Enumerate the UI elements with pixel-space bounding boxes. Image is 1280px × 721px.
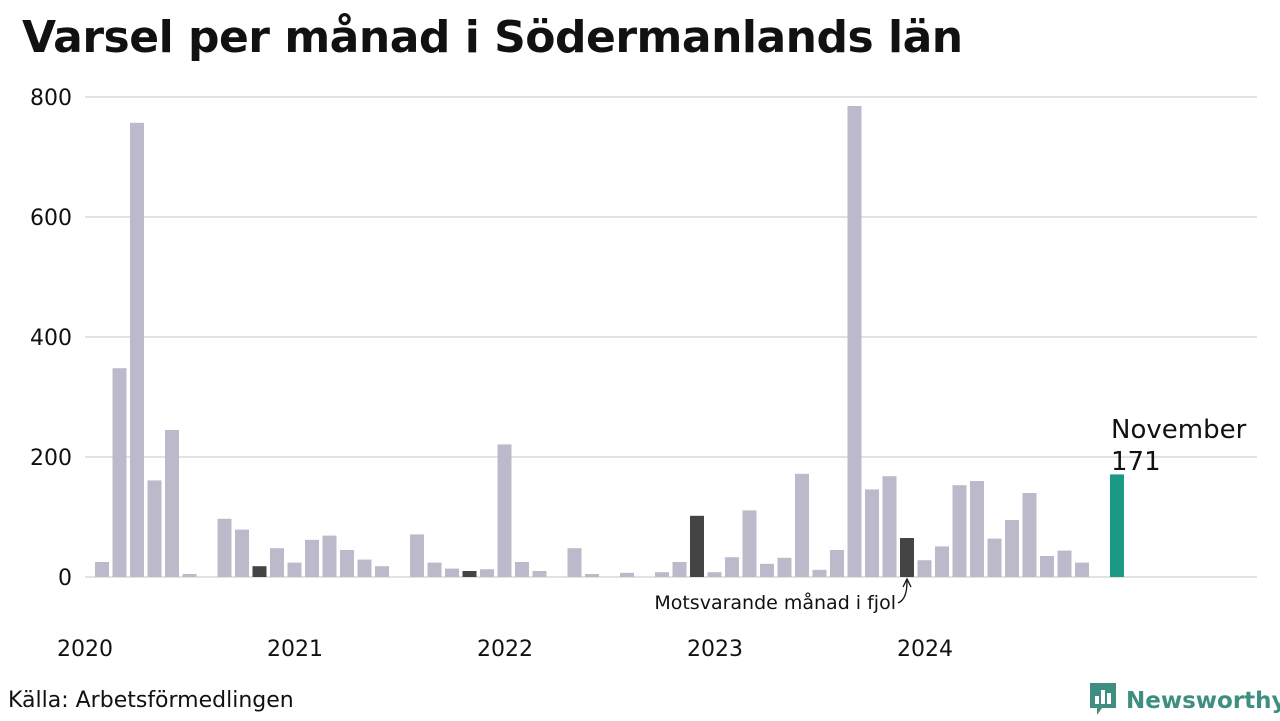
- brand-name: Newsworthy: [1126, 688, 1280, 714]
- bar-2021-05[interactable]: [375, 566, 389, 577]
- bar-2022-11[interactable]: [690, 515, 704, 577]
- last-year-arrow: [897, 580, 908, 604]
- bar-2023-03[interactable]: [760, 563, 774, 577]
- bar-2023-02[interactable]: [742, 510, 757, 577]
- bar-2024-01[interactable]: [935, 546, 949, 577]
- bar-2022-09[interactable]: [655, 572, 669, 577]
- bar-2024-04[interactable]: [987, 538, 1002, 577]
- bar-2023-10[interactable]: [882, 476, 897, 577]
- bar-2021-08[interactable]: [427, 562, 442, 577]
- bar-2020-05[interactable]: [165, 430, 179, 577]
- bar-2021-11[interactable]: [480, 569, 494, 577]
- bar-2023-07[interactable]: [830, 550, 844, 577]
- bar-2023-05[interactable]: [795, 473, 809, 577]
- bar-2023-12[interactable]: [917, 560, 932, 577]
- gridlines: [85, 96, 1257, 578]
- bar-2022-01[interactable]: [515, 562, 529, 577]
- bar-2022-05[interactable]: [585, 574, 599, 577]
- bar-2024-11[interactable]: [1110, 474, 1124, 577]
- bar-2022-12[interactable]: [707, 572, 722, 577]
- bar-2020-02[interactable]: [112, 368, 127, 577]
- bar-2023-01[interactable]: [725, 557, 739, 577]
- y-tick-label: 800: [30, 86, 72, 111]
- bar-2024-02[interactable]: [952, 485, 967, 577]
- bar-2024-05[interactable]: [1005, 520, 1019, 577]
- x-year-label: 2022: [477, 637, 533, 662]
- bar-2024-09[interactable]: [1075, 562, 1089, 577]
- bar-2021-03[interactable]: [340, 550, 354, 577]
- y-tick-label: 400: [30, 326, 72, 351]
- y-tick-label: 200: [30, 446, 72, 471]
- bar-2023-11[interactable]: [900, 538, 914, 577]
- bar-2020-10[interactable]: [252, 566, 267, 577]
- x-year-label: 2021: [267, 637, 323, 662]
- brand[interactable]: Newsworthy: [1088, 683, 1280, 719]
- bars: [95, 106, 1124, 578]
- bar-2021-04[interactable]: [357, 559, 372, 577]
- bar-2024-08[interactable]: [1057, 550, 1072, 577]
- bar-2024-03[interactable]: [970, 481, 984, 577]
- bar-2022-10[interactable]: [672, 562, 687, 577]
- x-year-label: 2020: [57, 637, 113, 662]
- bar-2020-06[interactable]: [182, 574, 197, 577]
- last-year-arrowhead: [902, 577, 912, 588]
- bar-2022-04[interactable]: [567, 548, 582, 577]
- bar-2020-01[interactable]: [95, 562, 109, 577]
- chart-title: Varsel per månad i Södermanlands län: [22, 12, 963, 63]
- bar-2023-04[interactable]: [777, 557, 792, 577]
- y-tick-label: 600: [30, 206, 72, 231]
- current-value-label: 171: [1111, 447, 1161, 477]
- y-tick-label: 0: [58, 566, 72, 591]
- bar-2023-09[interactable]: [865, 489, 879, 577]
- axis-labels: 0 200 400 600 800 2020 2021 2022 2023 2024: [30, 86, 953, 662]
- bar-2022-07[interactable]: [620, 572, 634, 577]
- x-year-label: 2023: [687, 637, 743, 662]
- bar-2020-03[interactable]: [130, 122, 144, 578]
- x-year-label: 2024: [897, 637, 953, 662]
- bar-2024-06[interactable]: [1022, 493, 1037, 577]
- bar-2020-04[interactable]: [147, 480, 162, 577]
- bar-2024-07[interactable]: [1040, 556, 1054, 577]
- bar-2021-12[interactable]: [497, 444, 512, 577]
- bar-2020-08[interactable]: [217, 518, 232, 577]
- bar-2021-10[interactable]: [462, 571, 477, 577]
- bar-2023-06[interactable]: [812, 569, 827, 577]
- current-month-label: November: [1111, 415, 1247, 445]
- last-year-label: Motsvarande månad i fjol: [654, 591, 896, 614]
- bar-2023-08[interactable]: [847, 106, 862, 577]
- newsworthy-logo-icon: [1088, 681, 1118, 721]
- source-note: Källa: Arbetsförmedlingen: [8, 688, 294, 713]
- bar-2020-12[interactable]: [287, 562, 302, 577]
- bar-2020-11[interactable]: [270, 548, 284, 577]
- bar-2021-02[interactable]: [322, 535, 337, 577]
- bar-2021-07[interactable]: [410, 534, 424, 577]
- bar-2022-02[interactable]: [532, 571, 547, 577]
- bar-2021-09[interactable]: [445, 568, 459, 577]
- bar-2021-01[interactable]: [305, 539, 319, 577]
- bar-2020-09[interactable]: [235, 529, 249, 577]
